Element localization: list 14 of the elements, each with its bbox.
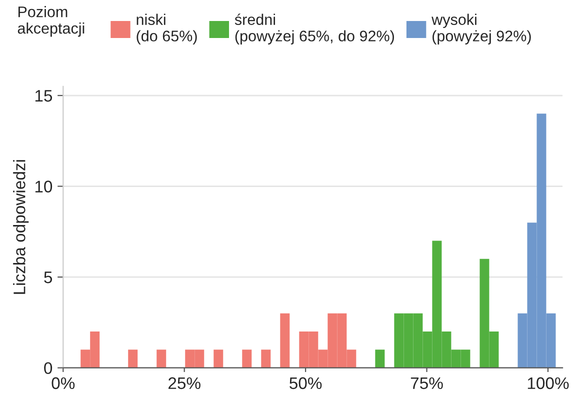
legend-label: średni (powyżej 65%, do 92%) [234,14,394,44]
legend-label: niski (do 65%) [136,14,197,44]
x-tick-label: 100% [528,377,569,390]
y-axis-title: Liczba odpowiedzi [13,160,29,294]
legend-title: Poziom akceptacji [18,6,84,37]
x-tick-label: 0% [52,377,75,390]
x-tick-label: 50% [290,377,322,390]
x-tick-label: 25% [168,377,200,390]
legend-label: wysoki (powyżej 92%) [432,14,531,44]
y-tick-label: 0 [44,362,52,374]
y-tick-label: 15 [35,90,52,102]
y-tick-label: 10 [35,180,52,192]
y-tick-label: 5 [44,272,52,284]
x-tick-label: 75% [410,377,443,390]
